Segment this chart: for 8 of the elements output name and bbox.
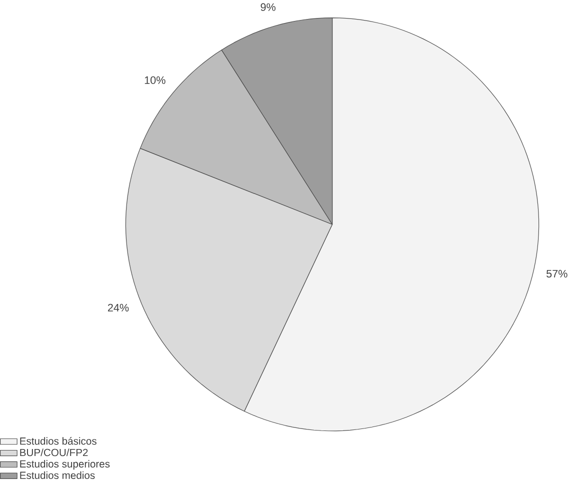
data-label: 10% [144, 76, 166, 84]
data-label: 57% [546, 270, 568, 278]
data-label: 9% [260, 3, 276, 11]
data-label: 24% [108, 304, 129, 312]
legend-label: BUP/COU/FP2 [20, 448, 88, 456]
legend-label: Estudios medios [20, 471, 95, 479]
legend-label: Estudios superiores [20, 460, 110, 470]
legend-label: Estudios básicos [20, 436, 96, 445]
